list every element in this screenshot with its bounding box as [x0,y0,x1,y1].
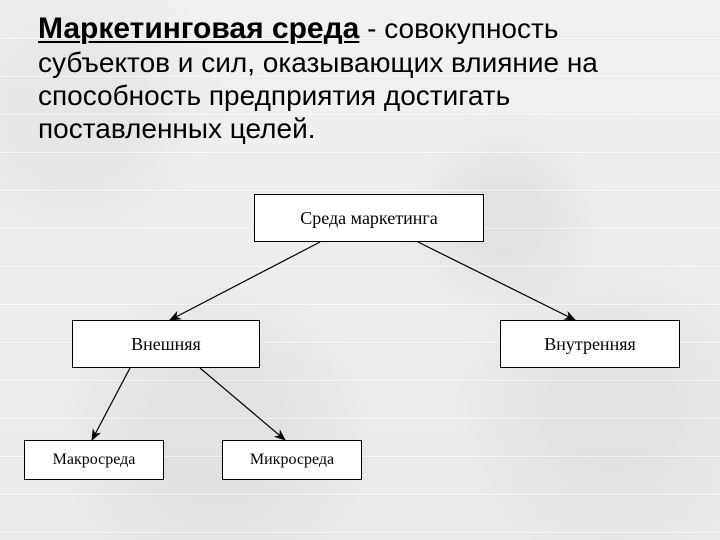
bg-line [0,380,720,381]
bg-line [0,190,720,191]
node-root: Среда маркетинга [254,194,484,242]
bg-line [0,418,720,419]
node-int: Внутренняя [500,320,680,368]
bg-line [0,532,720,533]
bg-line [0,266,720,267]
node-micro: Микросреда [222,440,362,480]
node-ext: Внешняя [72,320,260,368]
node-macro: Макросреда [24,440,164,480]
title-term: Маркетинговая среда [38,12,359,45]
bg-line [0,304,720,305]
slide-title: Маркетинговая среда - совокупность субъе… [38,12,678,145]
bg-line [0,494,720,495]
bg-line [0,152,720,153]
